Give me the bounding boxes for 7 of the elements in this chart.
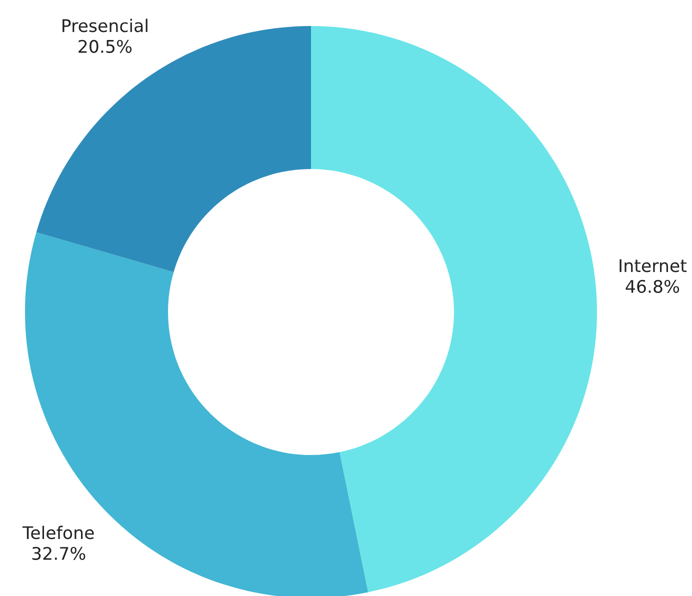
slice-label: Telefone <box>22 526 94 540</box>
slice-label: Presencial <box>62 18 148 32</box>
data-label: 32.7% <box>32 546 86 560</box>
donut-slice <box>311 26 597 592</box>
data-label: 20.5% <box>78 40 132 53</box>
data-label: 46.8% <box>626 280 680 293</box>
slice-label: Internet <box>620 259 687 272</box>
